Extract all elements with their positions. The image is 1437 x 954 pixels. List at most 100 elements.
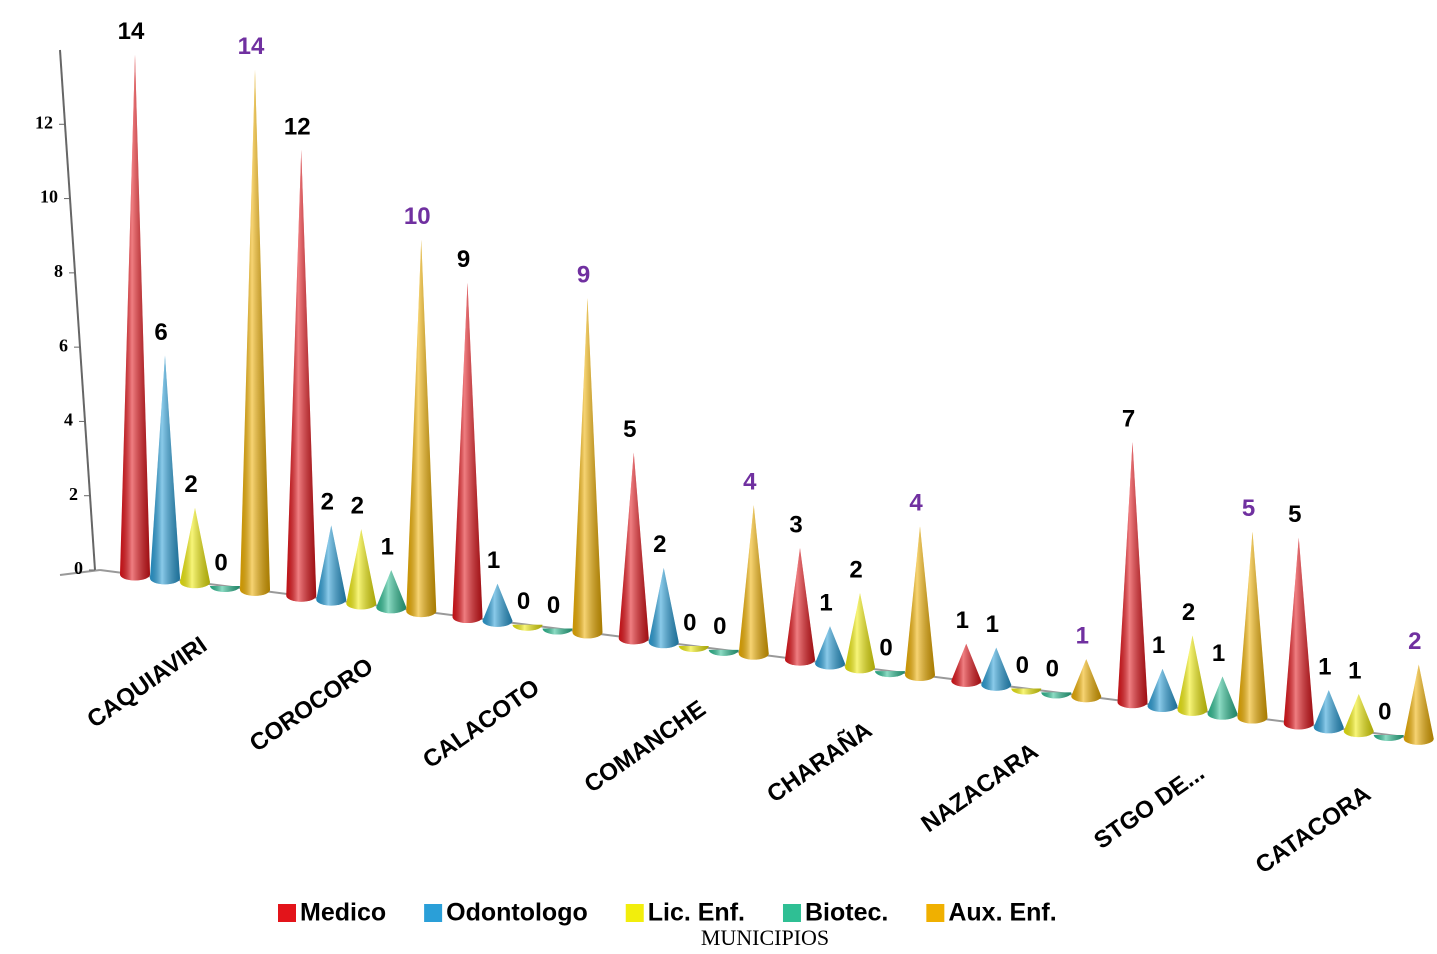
cone-shade bbox=[240, 69, 270, 596]
data-label: 2 bbox=[184, 471, 197, 498]
cone-shade bbox=[951, 643, 982, 687]
data-label: 12 bbox=[284, 113, 311, 140]
data-label: 0 bbox=[879, 634, 892, 661]
cone-shade bbox=[845, 592, 875, 674]
legend-swatch bbox=[782, 904, 801, 922]
x-tick-label: COROCORO bbox=[245, 653, 378, 758]
axis-line bbox=[59, 569, 101, 576]
x-axis-title: MUNICIPIOS bbox=[701, 925, 829, 950]
x-tick-label: CATACORA bbox=[1251, 780, 1376, 879]
data-label: 1 bbox=[1212, 640, 1225, 667]
x-tick-label: STGO DE... bbox=[1089, 759, 1209, 855]
data-label: 3 bbox=[789, 512, 802, 539]
data-label: 9 bbox=[457, 246, 470, 273]
cone-shade bbox=[815, 626, 845, 670]
data-label: 14 bbox=[118, 18, 145, 45]
data-label: 0 bbox=[1378, 698, 1391, 725]
cone-shade bbox=[572, 298, 603, 639]
cone-shade bbox=[452, 282, 483, 624]
cone-shade bbox=[785, 548, 815, 666]
cone-shade bbox=[1373, 734, 1404, 741]
cone-shade bbox=[981, 647, 1012, 691]
cone-shade bbox=[1147, 668, 1178, 712]
data-label: 0 bbox=[713, 613, 726, 640]
legend-label: Odontologo bbox=[446, 899, 588, 927]
data-label: 2 bbox=[1408, 628, 1421, 655]
data-label: 5 bbox=[1288, 501, 1301, 528]
cone-shade bbox=[150, 355, 180, 585]
data-label: 1 bbox=[986, 611, 999, 638]
cone-shade bbox=[1011, 688, 1042, 695]
y-tick-label: 8 bbox=[54, 261, 63, 281]
data-label: 1 bbox=[487, 547, 500, 574]
legend-swatch bbox=[625, 904, 644, 922]
cone-shade bbox=[905, 526, 935, 681]
data-label: 2 bbox=[849, 556, 862, 583]
legend-swatch bbox=[424, 904, 443, 922]
cone-shade bbox=[1071, 659, 1102, 703]
data-label: 0 bbox=[517, 588, 530, 615]
cone-shade bbox=[512, 624, 543, 631]
legend-label: Lic. Enf. bbox=[648, 899, 745, 927]
cone-shade bbox=[316, 525, 347, 606]
data-label: 7 bbox=[1122, 406, 1135, 433]
cone-shade bbox=[648, 567, 679, 649]
y-tick-label: 6 bbox=[59, 335, 68, 355]
cone-shade bbox=[376, 570, 407, 614]
cone-shade bbox=[406, 239, 437, 618]
data-label: 0 bbox=[214, 549, 227, 576]
data-label: 2 bbox=[1182, 599, 1195, 626]
cone-shade bbox=[1041, 692, 1072, 699]
data-label: 1 bbox=[1318, 653, 1331, 680]
cone-shade bbox=[1237, 531, 1268, 724]
data-label: 0 bbox=[683, 609, 696, 636]
cone-shade bbox=[1177, 635, 1208, 716]
data-label: 1 bbox=[381, 533, 394, 560]
axis-line bbox=[59, 49, 96, 571]
data-label: 2 bbox=[351, 492, 364, 519]
x-tick-label: CALACOTO bbox=[418, 674, 545, 774]
cone-shade bbox=[346, 529, 377, 610]
cone-shade bbox=[678, 646, 709, 652]
data-label: 5 bbox=[623, 416, 636, 443]
y-tick-label: 2 bbox=[69, 484, 78, 504]
data-label: 6 bbox=[154, 319, 167, 346]
data-label: 2 bbox=[321, 489, 334, 516]
data-label: 0 bbox=[547, 592, 560, 619]
y-tick-label: 12 bbox=[35, 112, 53, 132]
data-label: 1 bbox=[1152, 632, 1165, 659]
cone-shade bbox=[738, 505, 769, 660]
y-tick-label: 0 bbox=[74, 558, 83, 578]
data-label: 4 bbox=[909, 490, 923, 517]
cone-shade bbox=[210, 586, 240, 592]
data-label: 5 bbox=[1242, 495, 1255, 522]
y-tick-label: 10 bbox=[40, 187, 58, 207]
data-label: 1 bbox=[956, 607, 969, 634]
legend-swatch bbox=[278, 904, 296, 922]
x-tick-label: CHARAÑA bbox=[762, 716, 877, 809]
cone-shade bbox=[1283, 537, 1314, 730]
x-tick-label: NAZACARA bbox=[916, 738, 1043, 838]
data-label: 1 bbox=[1348, 657, 1361, 684]
cone-shade bbox=[618, 452, 649, 645]
x-tick-label: CAQUIAVIRI bbox=[82, 631, 212, 733]
y-tick-label: 4 bbox=[64, 410, 73, 430]
data-label: 14 bbox=[238, 33, 265, 60]
cone-shade bbox=[1403, 664, 1434, 745]
cone-shade bbox=[120, 54, 150, 581]
cone-shade bbox=[542, 628, 573, 635]
cone-shade bbox=[1207, 676, 1238, 720]
data-label: 10 bbox=[404, 203, 431, 230]
cone-shade bbox=[180, 507, 210, 589]
cone-shade bbox=[1313, 690, 1344, 734]
cone-shade bbox=[482, 583, 513, 627]
legend-label: Aux. Enf. bbox=[948, 899, 1056, 927]
data-label: 1 bbox=[1076, 622, 1089, 649]
data-label: 4 bbox=[743, 468, 757, 495]
legend-label: Medico bbox=[300, 899, 386, 927]
data-label: 0 bbox=[1046, 656, 1059, 683]
cone-shade bbox=[875, 671, 905, 678]
cone-shade bbox=[708, 649, 739, 656]
data-label: 2 bbox=[653, 531, 666, 558]
